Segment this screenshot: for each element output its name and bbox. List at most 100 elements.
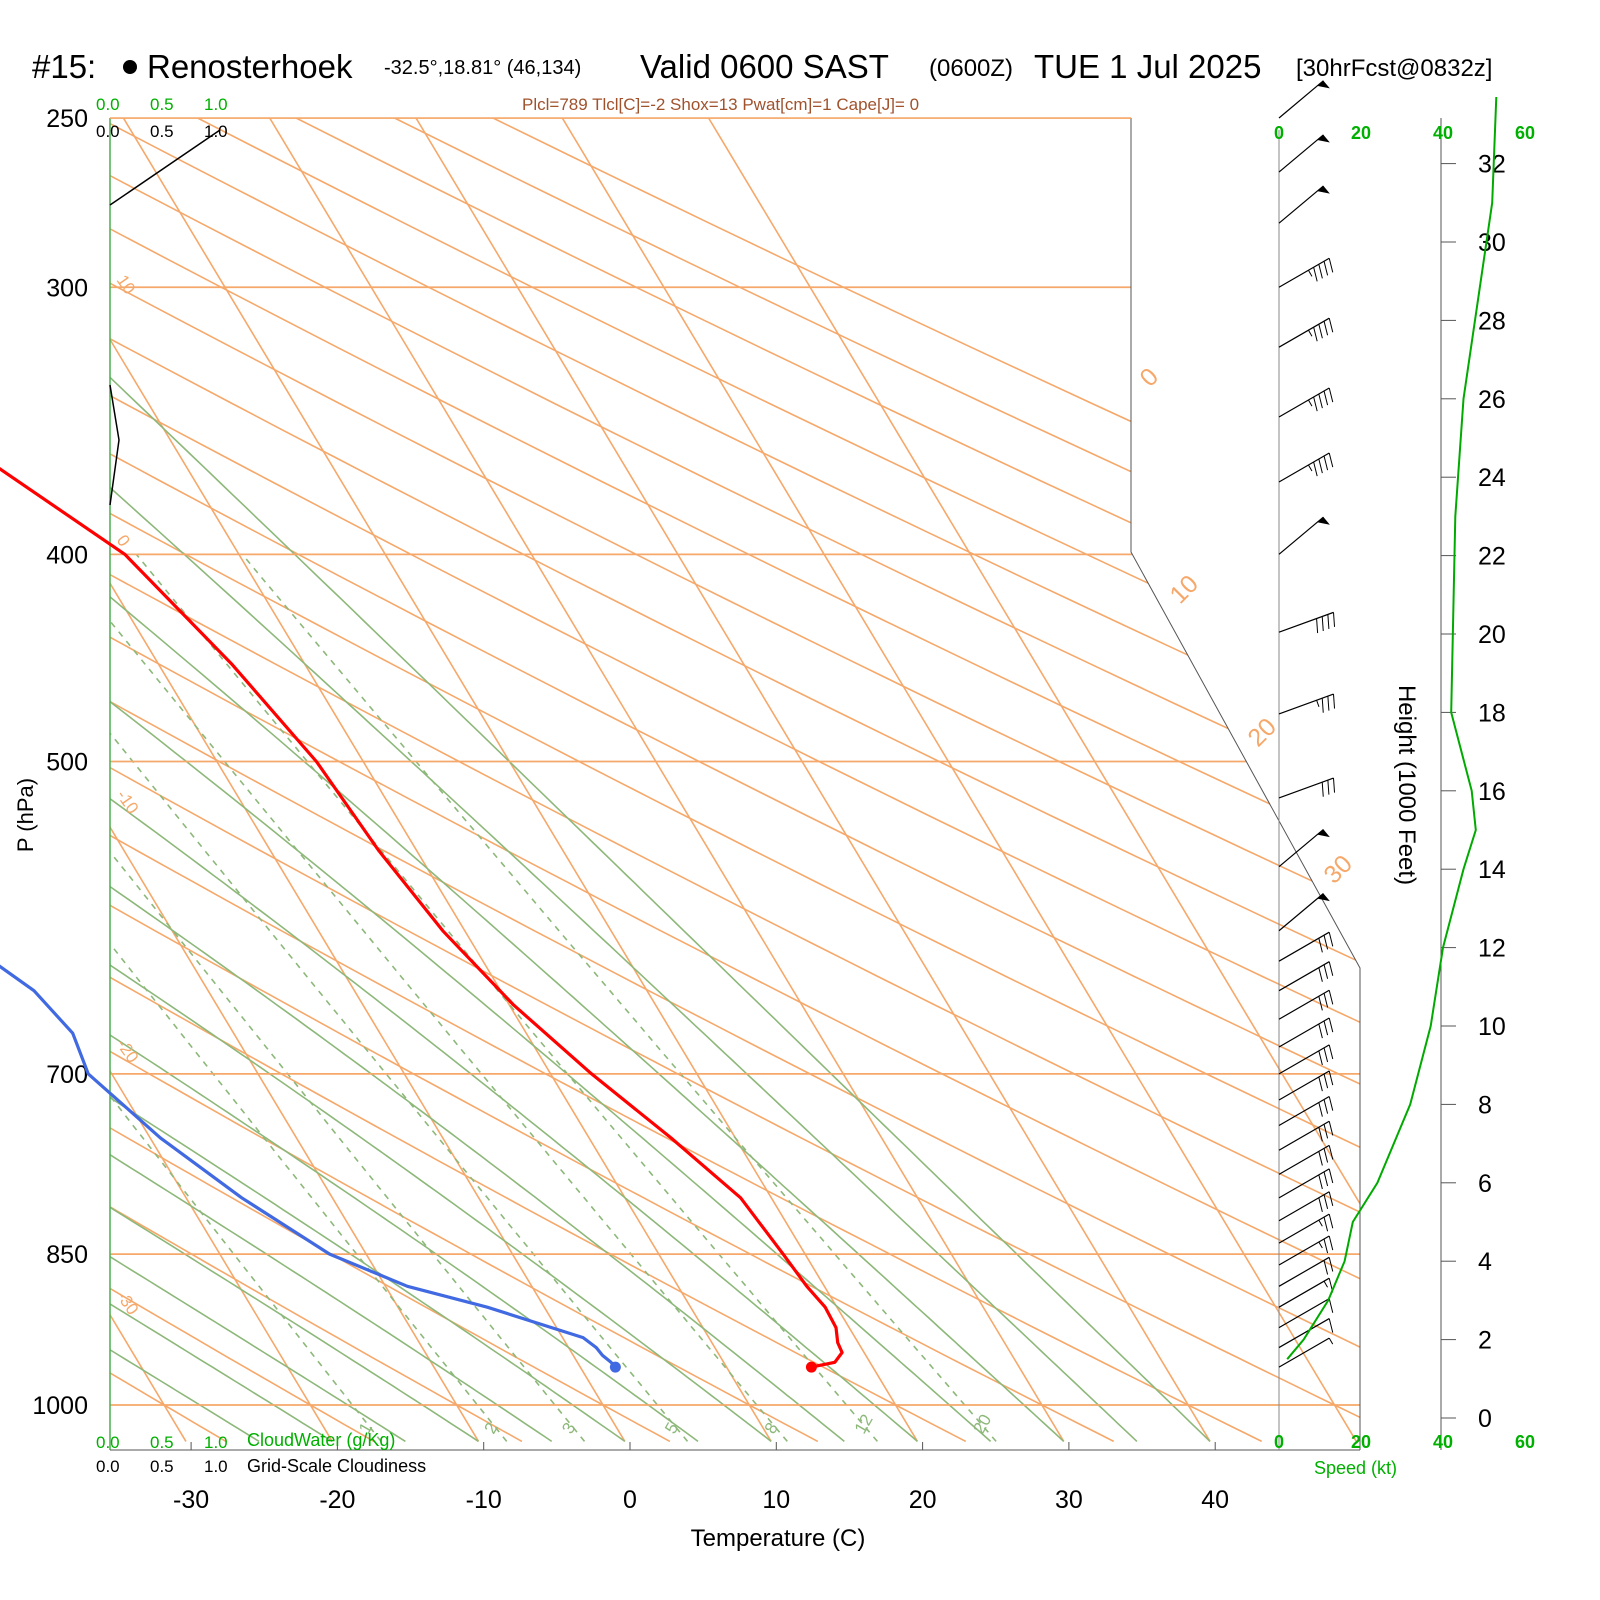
wind-barb-flag — [1317, 893, 1330, 902]
temperature-tick-label: -30 — [173, 1486, 209, 1514]
moist-adiabat-line — [110, 118, 845, 1443]
wind-barb — [1278, 317, 1334, 348]
cloudwater-tick: 0.0 — [96, 1433, 120, 1452]
wind-barb-feather — [1318, 1050, 1323, 1066]
wind-barb — [1278, 1017, 1334, 1048]
wind-barb — [1278, 452, 1334, 483]
cloudwater-tick: 1.0 — [204, 95, 228, 114]
wind-barb — [1278, 134, 1330, 173]
wind-barb-feather — [1313, 267, 1318, 282]
wind-barb — [1278, 1235, 1334, 1266]
dry-adiabat-line — [110, 118, 671, 1443]
dry-adiabat-line — [221, 118, 1360, 1443]
pressure-tick-label: 500 — [46, 749, 88, 777]
wind-barb-feather — [1323, 1073, 1329, 1089]
wind-barb-feather — [1323, 1194, 1329, 1210]
mixing-ratio-line — [135, 553, 879, 1442]
wind-barb — [1278, 516, 1330, 555]
wind-barb-feather — [1328, 932, 1334, 947]
speed-axis-title: Speed (kt) — [1314, 1458, 1397, 1478]
wind-barb-staff — [1278, 1277, 1330, 1308]
x-axis-title: Temperature (C) — [691, 1525, 866, 1552]
pressure-tick-label: 1000 — [32, 1392, 88, 1420]
wind-barb-feather — [1328, 1017, 1334, 1033]
cloudwater-tick: 0.5 — [150, 1433, 174, 1452]
wind-barb-feather — [1321, 782, 1324, 797]
wind-barb-feather — [1318, 1174, 1323, 1190]
height-tick-label: 12 — [1478, 935, 1506, 963]
wind-barb-feather — [1318, 393, 1323, 409]
wind-barb — [1278, 257, 1334, 288]
wind-barb-staff — [1278, 931, 1330, 962]
dry-adiabat-line — [110, 118, 1263, 1443]
wind-barb — [1278, 1144, 1334, 1175]
dry-adiabat-line — [110, 118, 1360, 1443]
wind-barb-feather — [1318, 996, 1323, 1011]
temperature-tick-label: -10 — [466, 1486, 502, 1514]
wind-barb-feather — [1318, 1197, 1323, 1213]
dry-adiabat-line — [110, 118, 1360, 1443]
valid-time: Valid 0600 SAST — [640, 48, 889, 85]
wind-barb-feather — [1328, 1145, 1334, 1160]
wind-barb-staff — [1278, 1213, 1330, 1244]
wind-barb-feather — [1318, 264, 1323, 279]
wind-barb — [1278, 1070, 1334, 1101]
wind-barb-feather — [1333, 694, 1336, 709]
temperature-surface-marker — [805, 1361, 817, 1373]
wind-barb-feather — [1321, 698, 1324, 713]
station-marker-icon — [123, 60, 137, 74]
station-name: Renosterhoek — [147, 48, 353, 85]
plot-boundary-line — [1130, 118, 1361, 1450]
height-tick-label: 4 — [1478, 1248, 1492, 1276]
wind-barb-staff — [1278, 452, 1330, 483]
wind-barb-staff — [1278, 257, 1330, 288]
dry-adiabat-line — [110, 118, 1360, 1443]
wind-barb-staff — [1278, 1120, 1330, 1151]
wind-barb-feather — [1333, 778, 1336, 793]
wind-barb-feather — [1328, 258, 1334, 273]
dry-adiabat-line — [110, 118, 819, 1443]
dewpoint-profile-line — [0, 964, 617, 1369]
moist-adiabat-line — [110, 118, 626, 1443]
wind-barb-staff — [1278, 80, 1324, 119]
wind-barb-feather — [1318, 938, 1323, 953]
moist-adiabat-line — [110, 118, 992, 1442]
moist-adiabat-line — [110, 118, 1211, 1442]
mixing-ratio-line — [110, 553, 689, 1442]
wind-barb-staff — [1278, 317, 1330, 348]
cloudiness-tick: 0.0 — [96, 1457, 120, 1476]
cloudiness-profile-line — [109, 129, 221, 206]
temperature-tick-label: 40 — [1201, 1486, 1229, 1514]
dry-adiabat-line — [110, 118, 1360, 1443]
dry-adiabat-line — [110, 118, 1360, 1443]
isotherm-line — [110, 118, 480, 1442]
wind-barb-staff — [1278, 1144, 1330, 1175]
forecast-info: [30hrFcst@0832z] — [1296, 55, 1492, 82]
dry-adiabat-line — [123, 118, 1360, 1443]
wind-barb-feather — [1323, 1171, 1329, 1187]
pressure-tick-label: 850 — [46, 1241, 88, 1269]
speed-panel: 0246810121416182022242628303200202040406… — [1274, 96, 1535, 1452]
wind-barb-feather — [1328, 1168, 1334, 1184]
wind-barb-feather — [1323, 935, 1329, 950]
wind-barb — [1278, 893, 1330, 932]
wind-barb — [1278, 1298, 1334, 1329]
wind-barb-feather — [1323, 1124, 1329, 1139]
dry-adiabat-line — [110, 118, 967, 1443]
wind-barb-feather — [1323, 321, 1329, 336]
moist-adiabat-line — [110, 118, 1065, 1442]
wind-barb — [1278, 387, 1334, 418]
wind-barb-feather — [1328, 1191, 1334, 1207]
moist-adiabat-line — [110, 118, 479, 1443]
wind-barb-feather — [1323, 964, 1329, 979]
wind-barb — [1278, 1256, 1334, 1287]
cloudiness-tick: 1.0 — [204, 122, 228, 141]
station-coords: -32.5°,18.81° (46,134) — [384, 57, 581, 79]
wind-barb-feather — [1323, 455, 1329, 471]
dry-adiabat-line — [110, 118, 1360, 1443]
wind-barb-feather — [1323, 1099, 1329, 1114]
height-tick-label: 28 — [1478, 307, 1506, 335]
wind-barb-feather — [1328, 452, 1334, 468]
wind-barb-staff — [1278, 611, 1334, 633]
wind-barb-staff — [1278, 1017, 1330, 1048]
